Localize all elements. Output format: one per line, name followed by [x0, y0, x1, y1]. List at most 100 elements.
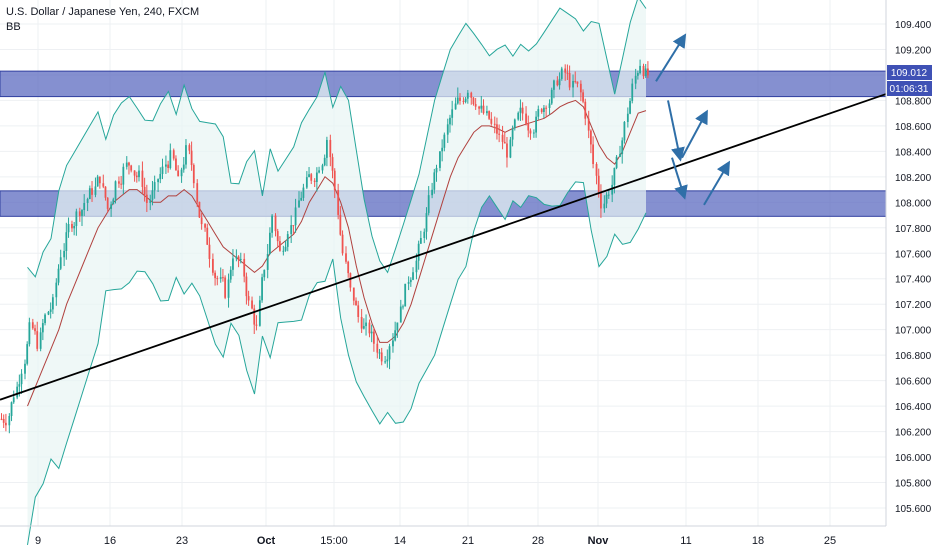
bb-basis: [27, 99, 647, 407]
candle-up: [227, 279, 230, 298]
bb-fill: [27, 0, 646, 545]
candle-up: [157, 179, 159, 183]
candle-down: [349, 273, 352, 288]
x-tick-label: 25: [824, 535, 836, 547]
candle-up: [621, 140, 624, 154]
candle-up: [219, 277, 222, 279]
candle-up: [55, 282, 58, 298]
candle-down: [529, 130, 532, 134]
candle-down: [177, 170, 180, 177]
y-tick-label: 105.600: [895, 504, 932, 515]
candle-up: [268, 232, 271, 254]
candle-up: [180, 169, 183, 177]
up-arrow-2: [681, 109, 708, 159]
candle-down: [0, 418, 3, 420]
candle-down: [135, 175, 138, 178]
candle-down: [503, 141, 506, 144]
candle-up: [362, 326, 365, 329]
candle-up: [318, 170, 320, 173]
candle-down: [584, 101, 587, 119]
candle-up: [550, 89, 553, 104]
candle-up: [326, 139, 328, 158]
candle-up: [446, 124, 449, 135]
candle-down: [347, 261, 350, 274]
y-axis: 109.400109.200109.000108.800108.600108.4…: [885, 0, 932, 526]
candle-up: [535, 116, 537, 133]
candle-up: [605, 194, 608, 204]
candle-down: [556, 80, 559, 86]
candle-up: [394, 330, 397, 341]
y-tick-label: 107.000: [895, 326, 932, 337]
candle-down: [310, 174, 313, 181]
candle-up: [47, 311, 50, 315]
candle-up: [138, 170, 140, 178]
candle-up: [532, 132, 535, 134]
candle-down: [106, 197, 109, 209]
candle-up: [519, 107, 522, 113]
candle-down: [224, 277, 227, 298]
candle-up: [10, 402, 13, 417]
price-tags: 109.012 01:06:31: [887, 65, 932, 96]
candle-down: [120, 183, 123, 185]
candle-up: [396, 322, 399, 331]
candle-up: [229, 269, 232, 280]
candle-up: [161, 166, 164, 174]
candle-up: [112, 199, 115, 205]
candle-up: [370, 331, 373, 334]
candle-up: [96, 176, 99, 187]
candle-up: [623, 121, 626, 141]
candle-up: [286, 234, 289, 247]
candle-down: [167, 164, 170, 168]
candle-up: [613, 167, 616, 185]
candle-down: [34, 328, 36, 332]
candle-up: [466, 92, 469, 99]
candle-down: [527, 123, 530, 131]
x-tick-label: Nov: [588, 535, 610, 547]
candle-down: [337, 190, 340, 215]
y-tick-label: 107.600: [895, 249, 932, 260]
candle-down: [355, 300, 357, 306]
candle-up: [388, 346, 391, 360]
candle-up: [449, 117, 451, 125]
candle-down: [376, 343, 379, 353]
candle-up: [636, 73, 639, 76]
candle-up: [603, 203, 606, 209]
candle-up: [433, 172, 436, 190]
candle-down: [329, 139, 332, 158]
candle-down: [196, 183, 199, 202]
candle-down: [478, 106, 480, 109]
candle-down: [118, 181, 120, 184]
candle-down: [98, 176, 101, 184]
candle-up: [486, 111, 488, 114]
y-tick-label: 107.400: [895, 275, 932, 286]
y-tick-label: 107.200: [895, 300, 932, 311]
candle-down: [595, 164, 598, 176]
candle-up: [315, 172, 318, 182]
candle-up: [558, 78, 561, 86]
candle-down: [380, 352, 383, 362]
down-arrow-2: [671, 157, 688, 200]
y-tick-label: 106.400: [895, 402, 932, 413]
y-tick-label: 109.200: [895, 45, 932, 56]
candle-up: [18, 384, 21, 387]
candle-up: [266, 253, 269, 270]
y-tick-label: 105.800: [895, 479, 932, 490]
candle-down: [145, 194, 148, 203]
candle-down: [564, 68, 567, 73]
candle-up: [110, 204, 113, 209]
x-tick-label: 15:00: [320, 535, 348, 547]
candle-up: [425, 213, 428, 232]
candle-up: [20, 373, 23, 385]
candle-up: [392, 340, 394, 347]
candle-down: [313, 180, 316, 182]
candle-down: [506, 143, 508, 158]
candle-up: [454, 103, 457, 110]
candle-down: [276, 231, 279, 242]
candle-down: [490, 118, 493, 124]
candle-up: [16, 386, 19, 398]
candle-up: [560, 68, 563, 79]
candle-up: [67, 224, 70, 233]
candle-down: [566, 72, 569, 74]
candle-down: [128, 162, 130, 166]
